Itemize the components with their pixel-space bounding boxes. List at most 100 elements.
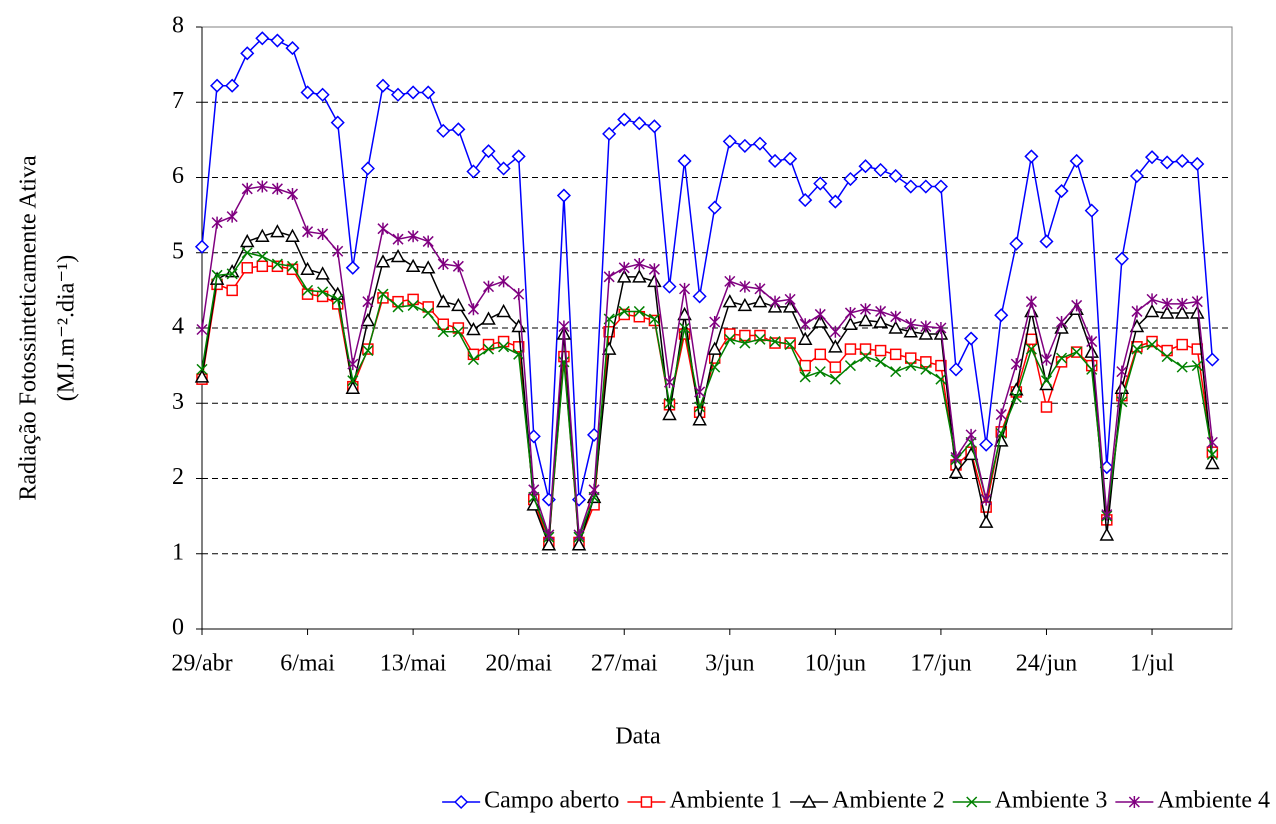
marker: [588, 483, 600, 496]
marker: [196, 363, 208, 375]
marker: [332, 245, 344, 258]
y-tick-label: 4: [172, 314, 184, 340]
marker: [1191, 360, 1203, 372]
marker: [813, 176, 828, 191]
marker: [1040, 375, 1053, 387]
marker: [933, 179, 948, 194]
marker: [573, 528, 585, 541]
marker: [1161, 351, 1173, 363]
marker: [1190, 156, 1205, 172]
marker: [799, 371, 811, 383]
marker: [511, 149, 526, 164]
marker: [889, 348, 902, 361]
marker: [407, 299, 419, 311]
marker: [707, 200, 722, 215]
marker: [709, 315, 721, 328]
marker: [875, 305, 887, 318]
legend: Campo aberto Ambiente 1 Ambiente 2 Ambiente…: [442, 788, 1270, 814]
marker: [739, 280, 751, 293]
marker: [875, 356, 887, 368]
marker: [920, 320, 932, 333]
marker: [890, 310, 902, 323]
marker: [347, 358, 359, 371]
marker: [1069, 153, 1084, 169]
series-line: [201, 265, 1214, 543]
marker: [392, 301, 404, 313]
marker: [1114, 251, 1129, 266]
y-axis-label: (MJ.m⁻².dia⁻¹): [54, 255, 80, 401]
marker: [362, 295, 374, 308]
marker: [543, 528, 555, 541]
marker: [302, 225, 314, 238]
marker: [769, 295, 781, 308]
marker: [437, 326, 449, 338]
marker: [874, 344, 887, 357]
marker: [694, 385, 706, 398]
marker: [890, 366, 902, 378]
marker: [813, 314, 828, 328]
marker: [436, 123, 451, 138]
marker: [754, 333, 766, 345]
marker: [196, 323, 208, 336]
marker: [843, 171, 858, 187]
marker: [739, 329, 751, 342]
marker: [739, 337, 751, 349]
marker: [648, 313, 660, 325]
marker: [920, 356, 932, 368]
y-tick-label: 1: [172, 539, 184, 565]
marker: [239, 233, 255, 248]
marker: [1024, 149, 1039, 164]
series-line: [201, 185, 1214, 536]
marker: [1056, 315, 1068, 328]
x-tick-label: 13/mai: [380, 651, 447, 677]
marker: [466, 321, 481, 336]
marker: [888, 168, 903, 184]
x-tick-label: 24/jun: [1016, 651, 1077, 677]
marker: [1131, 343, 1143, 355]
marker: [420, 260, 436, 274]
legend-marker: [640, 796, 653, 808]
marker: [1175, 153, 1190, 169]
marker: [1176, 297, 1188, 310]
marker: [496, 303, 511, 318]
series-line: [201, 251, 1214, 538]
marker: [194, 369, 210, 383]
marker: [452, 326, 464, 338]
marker: [1071, 299, 1083, 312]
marker: [407, 230, 419, 243]
marker: [481, 311, 496, 325]
marker: [271, 258, 283, 270]
marker: [663, 397, 676, 409]
marker: [226, 210, 238, 223]
marker: [513, 348, 525, 360]
marker: [633, 305, 645, 317]
marker: [482, 343, 495, 355]
marker: [330, 115, 345, 130]
y-tick-label: 6: [172, 163, 184, 189]
marker: [1054, 183, 1069, 199]
x-tick-label: 17/jun: [910, 651, 971, 677]
marker: [1056, 352, 1068, 364]
marker: [406, 85, 421, 100]
marker: [226, 268, 238, 280]
marker: [541, 537, 557, 551]
marker: [377, 288, 389, 300]
legend-marker: [1128, 796, 1140, 808]
marker: [377, 222, 389, 235]
marker: [948, 464, 964, 479]
marker: [1129, 168, 1145, 184]
marker: [1116, 365, 1128, 378]
marker: [918, 326, 934, 340]
marker: [948, 362, 964, 377]
marker: [873, 162, 888, 178]
marker: [315, 87, 330, 102]
marker: [256, 250, 268, 263]
marker: [737, 138, 752, 153]
marker: [829, 325, 841, 338]
marker: [225, 78, 240, 93]
marker: [814, 308, 826, 321]
marker: [709, 361, 721, 373]
marker: [859, 343, 872, 355]
marker: [920, 363, 932, 375]
marker: [784, 337, 796, 349]
